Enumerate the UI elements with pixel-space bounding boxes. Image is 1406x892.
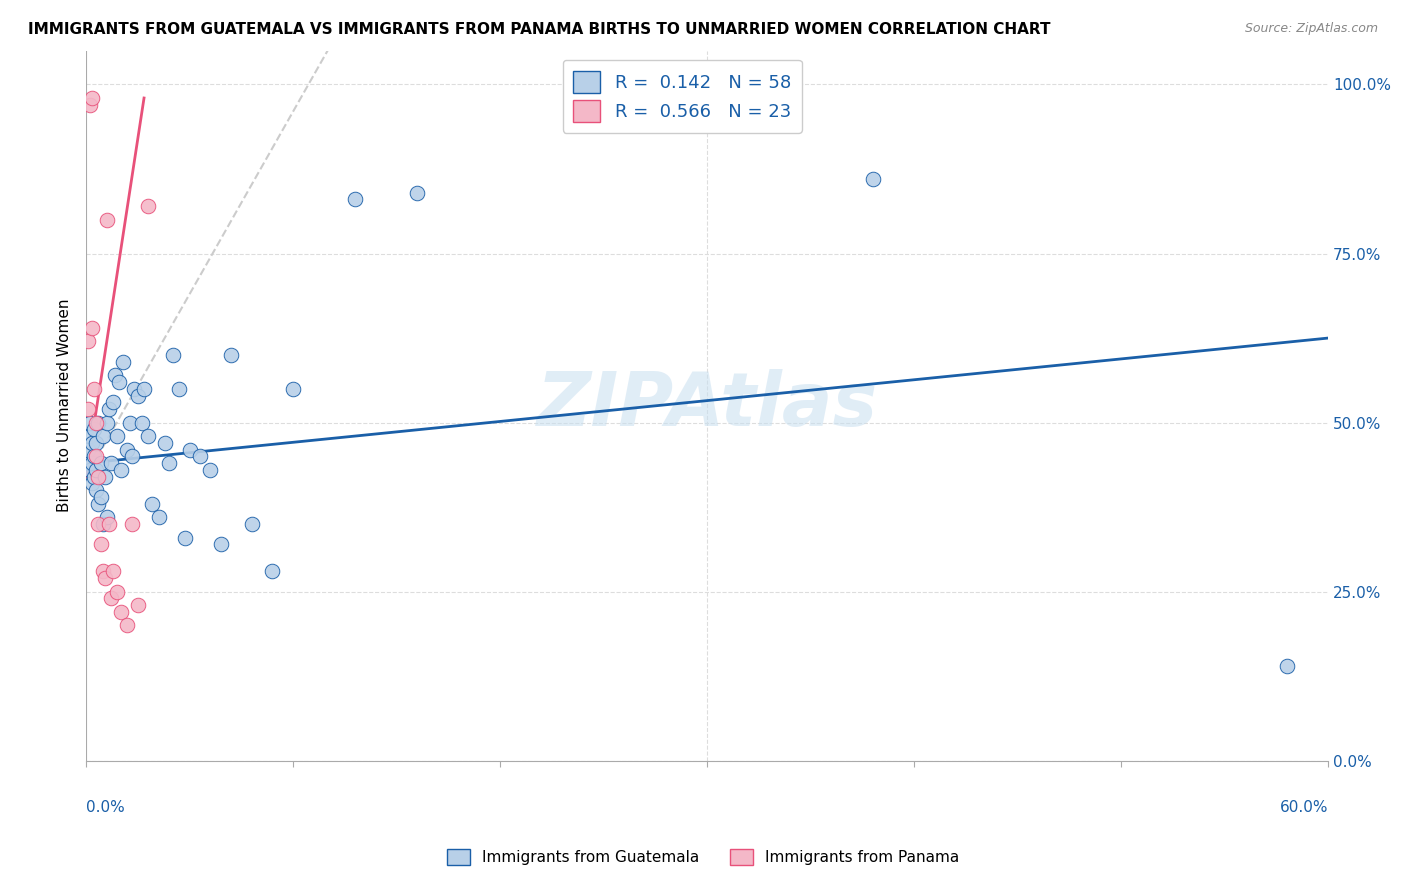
Point: [83, 382, 105, 396]
Text: 0.0%: 0.0%: [86, 799, 125, 814]
Y-axis label: Births to Unmarried Women: Births to Unmarried Women: [58, 299, 72, 512]
Point: [262, 565, 284, 579]
Point: [91, 516, 114, 531]
Point: [77, 456, 100, 470]
Point: [87, 416, 110, 430]
Text: ZIPAtlas: ZIPAtlas: [537, 369, 877, 442]
Point: [200, 463, 222, 477]
Point: [82, 476, 104, 491]
Point: [86, 416, 108, 430]
Point: [209, 537, 232, 551]
Point: [117, 618, 139, 632]
Point: [141, 497, 163, 511]
Point: [90, 456, 112, 470]
Point: [91, 565, 114, 579]
Point: [240, 516, 263, 531]
Point: [96, 212, 118, 227]
Text: Source: ZipAtlas.com: Source: ZipAtlas.com: [1244, 22, 1378, 36]
Point: [1275, 659, 1298, 673]
Point: [79, 463, 101, 477]
Point: [77, 442, 100, 457]
Point: [86, 435, 108, 450]
Point: [105, 584, 128, 599]
Point: [136, 429, 159, 443]
Point: [167, 382, 190, 396]
Point: [862, 172, 884, 186]
Point: [108, 375, 131, 389]
Text: 60.0%: 60.0%: [1279, 799, 1329, 814]
Point: [83, 469, 105, 483]
Point: [86, 463, 108, 477]
Point: [90, 537, 112, 551]
Point: [121, 450, 143, 464]
Point: [127, 388, 149, 402]
Text: IMMIGRANTS FROM GUATEMALA VS IMMIGRANTS FROM PANAMA BIRTHS TO UNMARRIED WOMEN CO: IMMIGRANTS FROM GUATEMALA VS IMMIGRANTS …: [28, 22, 1050, 37]
Point: [406, 186, 429, 200]
Point: [97, 516, 120, 531]
Point: [188, 450, 211, 464]
Point: [100, 591, 122, 606]
Point: [82, 435, 104, 450]
Point: [93, 571, 115, 585]
Point: [127, 598, 149, 612]
Point: [90, 490, 112, 504]
Point: [219, 348, 242, 362]
Point: [121, 516, 143, 531]
Point: [117, 442, 139, 457]
Point: [110, 605, 132, 619]
Legend: R =  0.142   N = 58, R =  0.566   N = 23: R = 0.142 N = 58, R = 0.566 N = 23: [562, 60, 801, 133]
Point: [104, 368, 127, 383]
Point: [86, 450, 108, 464]
Legend: Immigrants from Guatemala, Immigrants from Panama: Immigrants from Guatemala, Immigrants fr…: [440, 843, 966, 871]
Point: [87, 497, 110, 511]
Point: [118, 416, 141, 430]
Point: [77, 402, 100, 417]
Point: [101, 565, 124, 579]
Point: [105, 429, 128, 443]
Point: [97, 402, 120, 417]
Point: [132, 382, 155, 396]
Point: [83, 450, 105, 464]
Point: [122, 382, 145, 396]
Point: [87, 469, 110, 483]
Point: [91, 429, 114, 443]
Point: [79, 429, 101, 443]
Point: [79, 416, 101, 430]
Point: [281, 382, 304, 396]
Point: [131, 416, 153, 430]
Point: [101, 395, 124, 409]
Point: [82, 456, 104, 470]
Point: [77, 334, 100, 349]
Point: [174, 531, 197, 545]
Point: [100, 456, 122, 470]
Point: [136, 199, 159, 213]
Point: [96, 416, 118, 430]
Point: [82, 91, 104, 105]
Point: [79, 97, 101, 112]
Point: [344, 193, 367, 207]
Point: [162, 348, 184, 362]
Point: [96, 510, 118, 524]
Point: [83, 422, 105, 436]
Point: [82, 321, 104, 335]
Point: [179, 442, 201, 457]
Point: [86, 483, 108, 498]
Point: [153, 435, 176, 450]
Point: [110, 463, 132, 477]
Point: [148, 510, 170, 524]
Point: [87, 516, 110, 531]
Point: [112, 355, 135, 369]
Point: [93, 469, 115, 483]
Point: [157, 456, 180, 470]
